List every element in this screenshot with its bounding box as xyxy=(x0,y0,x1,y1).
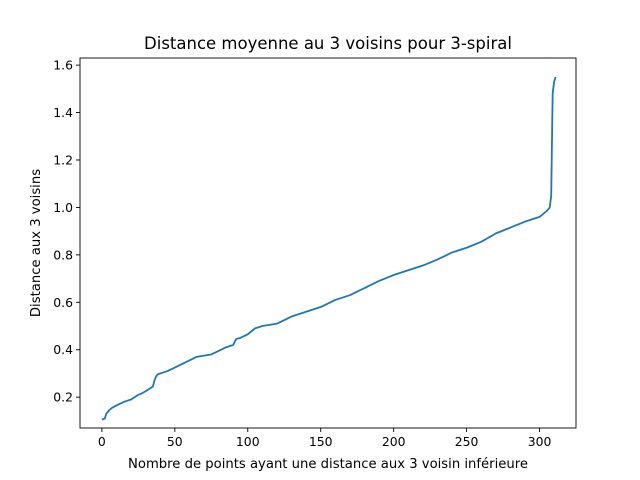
y-tick-label: 1.6 xyxy=(53,58,73,73)
y-tick-label: 0.2 xyxy=(53,390,73,405)
x-tick-label: 50 xyxy=(167,434,183,449)
y-tick-label: 1.0 xyxy=(53,200,73,215)
x-tick-label: 100 xyxy=(236,434,260,449)
y-axis: 0.2 0.4 0.6 0.8 1.0 1.2 1.4 1.6 xyxy=(53,58,80,405)
series-line xyxy=(101,76,557,421)
x-tick-label: 200 xyxy=(382,434,406,449)
x-tick-label: 250 xyxy=(455,434,479,449)
x-axis-label: Nombre de points ayant une distance aux … xyxy=(128,456,528,472)
chart-title: Distance moyenne au 3 voisins pour 3-spi… xyxy=(144,34,512,53)
y-tick-label: 0.8 xyxy=(53,247,73,262)
x-tick-label: 0 xyxy=(98,434,106,449)
y-axis-label: Distance aux 3 voisins xyxy=(29,169,44,317)
x-tick-label: 150 xyxy=(309,434,333,449)
y-tick-label: 1.2 xyxy=(53,152,73,167)
y-tick-label: 0.4 xyxy=(53,342,73,357)
y-tick-label: 0.6 xyxy=(53,295,73,310)
x-axis: 0 50 100 150 200 250 300 xyxy=(98,428,552,449)
x-tick-label: 300 xyxy=(528,434,552,449)
plot-area xyxy=(79,57,577,429)
plot-frame xyxy=(79,57,577,429)
y-tick-label: 1.4 xyxy=(53,105,73,120)
